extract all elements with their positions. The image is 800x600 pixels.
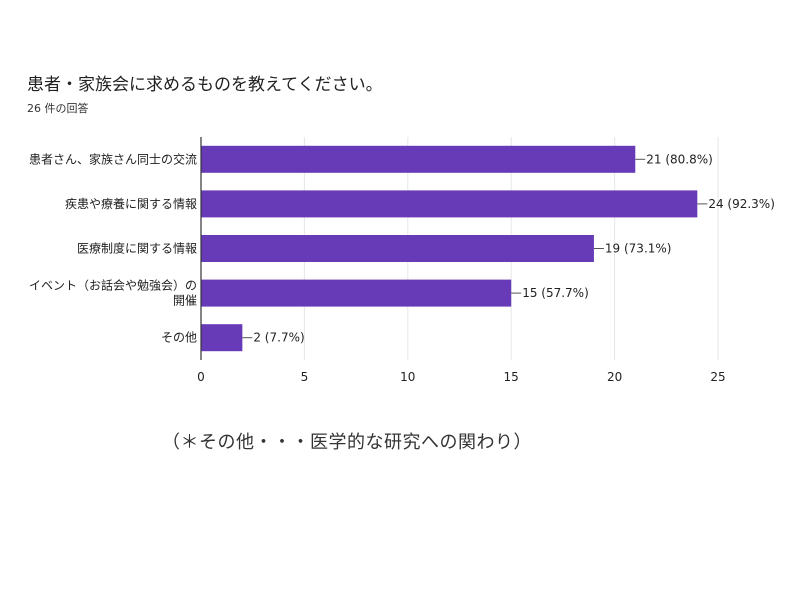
data-label: 15 (57.7%) [522, 286, 589, 300]
data-label: 2 (7.7%) [253, 331, 304, 345]
bar-chart: 21 (80.8%) 患者さん、家族さん同士の交流 24 (92.3%) 疾患や療養に… [29, 137, 775, 384]
response-count: 26 件の回答 [27, 102, 89, 115]
category-label: 医療制度に関する情報 [77, 241, 197, 256]
x-tick-label: 20 [607, 370, 622, 384]
data-label: 24 (92.3%) [708, 197, 775, 211]
x-tick-label: 5 [301, 370, 309, 384]
data-label: 19 (73.1%) [605, 242, 672, 256]
bar [201, 190, 698, 218]
category-label: イベント（お話会や勉強会）の [29, 278, 197, 293]
x-tick-label: 25 [710, 370, 725, 384]
category-label: 患者さん、家族さん同士の交流 [29, 151, 197, 166]
bar [201, 324, 243, 352]
x-tick-label: 10 [400, 370, 415, 384]
category-label: その他 [161, 331, 197, 345]
category-label: 開催 [173, 294, 197, 308]
chart-title: 患者・家族会に求めるものを教えてください。 [27, 75, 383, 95]
bar [201, 235, 594, 262]
bar [201, 145, 636, 173]
category-label: 疾患や療養に関する情報 [65, 196, 197, 211]
x-tick-label: 15 [504, 370, 519, 384]
data-label: 21 (80.8%) [646, 152, 713, 166]
footnote: （＊その他・・・医学的な研究への関わり） [162, 432, 532, 453]
x-tick-label: 0 [197, 370, 205, 384]
bar [201, 279, 512, 307]
